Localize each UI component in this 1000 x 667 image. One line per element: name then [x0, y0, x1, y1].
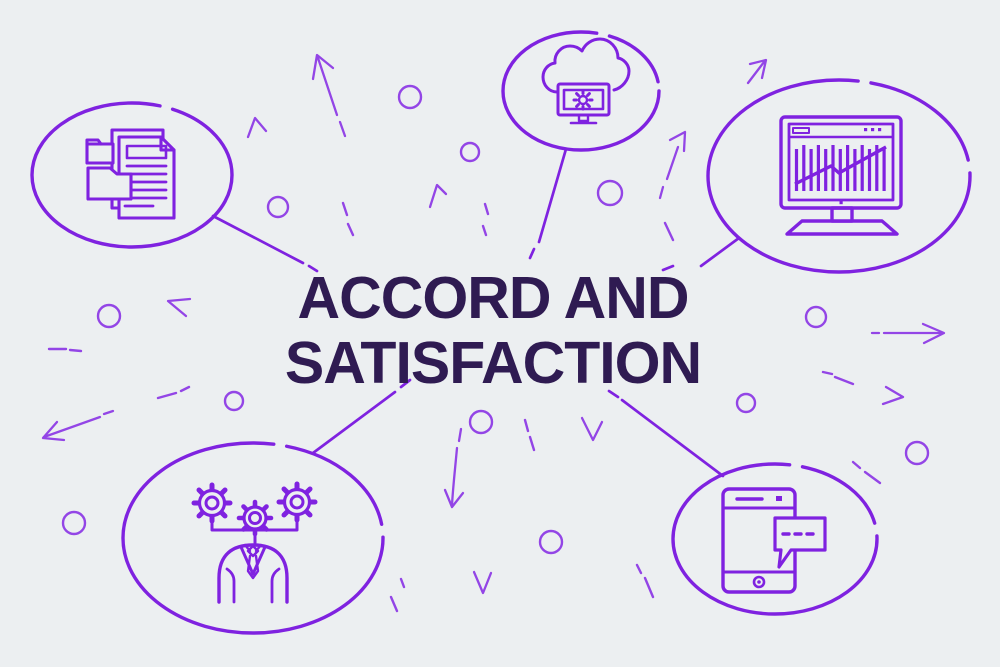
trend-line [794, 145, 887, 186]
chevron-down-1 [580, 416, 604, 442]
documents-folder-icon [85, 128, 176, 220]
ellipse-cloud [501, 30, 661, 152]
connector-monitor [699, 236, 741, 268]
chevron-up-2 [428, 183, 448, 209]
arrow-down-left [41, 409, 115, 442]
gears-teamwork-icon [191, 481, 318, 604]
cloud-computing-icon [541, 37, 631, 125]
arrow-down-center [443, 427, 465, 509]
node-ellipses [30, 30, 972, 635]
ellipse-phone [671, 462, 879, 616]
arrow-left-small [166, 297, 192, 318]
chevron-right [881, 385, 905, 406]
node-connectors [211, 147, 741, 478]
connector-phone [620, 398, 725, 478]
ellipse-gears [121, 441, 385, 635]
scatter-circles [61, 84, 930, 555]
page-title: ACCORD AND SATISFACTION [284, 265, 702, 396]
gear-bracket [210, 519, 299, 545]
scatter-arrows [41, 53, 946, 595]
arrow-up-right-dashed [658, 130, 687, 200]
bar-chart-bars [794, 145, 886, 191]
connector-cloud [537, 147, 568, 244]
title-line-2: SATISFACTION [284, 330, 702, 396]
connector-gears [311, 390, 397, 455]
arrow-up-right-small [746, 58, 768, 85]
chevron-up-1 [246, 116, 268, 139]
title-line-1: ACCORD AND [297, 265, 690, 331]
ellipse-documents [30, 101, 234, 249]
connector-documents [211, 214, 305, 265]
gear-right-icon [276, 481, 318, 523]
phone-chat-icon [721, 487, 827, 594]
arrow-up-left [311, 53, 347, 138]
chat-bubble [773, 516, 827, 569]
arrow-right [870, 322, 946, 345]
ellipse-monitor [706, 78, 972, 274]
analytics-monitor-icon [779, 115, 903, 236]
scatter-dashes [47, 201, 882, 613]
gear-left-icon [191, 482, 233, 524]
businessman-suit [217, 543, 289, 604]
gear-on-screen-icon [572, 89, 594, 111]
chevron-down-2 [472, 570, 493, 595]
